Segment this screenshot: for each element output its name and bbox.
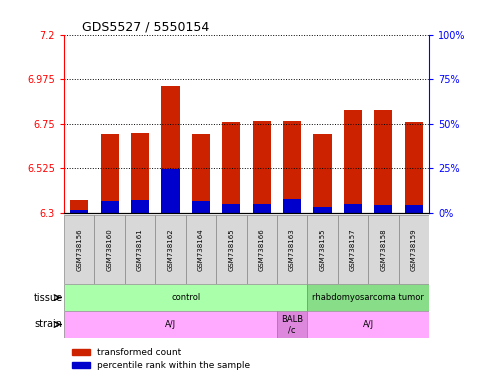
Text: GSM738157: GSM738157 [350,228,356,271]
Text: GDS5527 / 5550154: GDS5527 / 5550154 [82,20,210,33]
Text: tissue: tissue [34,293,63,303]
Bar [314,207,332,213]
Bar [283,121,301,213]
Bar [246,215,277,284]
Bar [161,169,179,213]
Bar [95,215,125,284]
Text: A/J: A/J [165,320,176,329]
Text: GSM738165: GSM738165 [228,228,234,271]
Bar [70,210,88,213]
Text: A/J: A/J [362,320,374,329]
Bar [64,284,307,311]
Bar [131,133,149,213]
Bar [125,215,155,284]
Bar [101,201,119,213]
Text: GSM738156: GSM738156 [76,228,82,271]
Text: GSM738161: GSM738161 [137,228,143,271]
Bar [307,311,429,338]
Bar [186,215,216,284]
Bar [314,134,332,213]
Bar [222,204,241,213]
Bar [216,215,246,284]
Bar [161,86,179,213]
Bar [101,134,119,213]
Bar [374,110,392,213]
Bar [344,110,362,213]
Bar [64,215,95,284]
Bar [405,205,423,213]
Bar [155,215,186,284]
Bar [222,122,241,213]
Bar [192,134,210,213]
Bar [283,199,301,213]
Bar [368,215,398,284]
Text: GSM738155: GSM738155 [319,228,325,271]
Bar [64,311,277,338]
Bar [338,215,368,284]
Bar [131,200,149,213]
Bar [277,311,307,338]
Bar [70,200,88,213]
Bar [252,121,271,213]
Bar [252,204,271,213]
Text: GSM738163: GSM738163 [289,228,295,271]
Bar [307,215,338,284]
Bar [192,201,210,213]
Text: GSM738160: GSM738160 [106,228,113,271]
Legend: transformed count, percentile rank within the sample: transformed count, percentile rank withi… [69,344,254,374]
Text: GSM738159: GSM738159 [411,228,417,271]
Text: GSM738166: GSM738166 [259,228,265,271]
Text: control: control [171,293,200,302]
Bar [398,215,429,284]
Text: GSM738164: GSM738164 [198,228,204,271]
Bar [307,284,429,311]
Text: GSM738158: GSM738158 [380,228,387,271]
Bar [405,122,423,213]
Text: rhabdomyosarcoma tumor: rhabdomyosarcoma tumor [312,293,424,302]
Text: strain: strain [35,319,63,329]
Text: GSM738162: GSM738162 [168,228,174,271]
Text: BALB
/c: BALB /c [281,315,303,334]
Bar [344,204,362,213]
Bar [277,215,307,284]
Bar [374,205,392,213]
